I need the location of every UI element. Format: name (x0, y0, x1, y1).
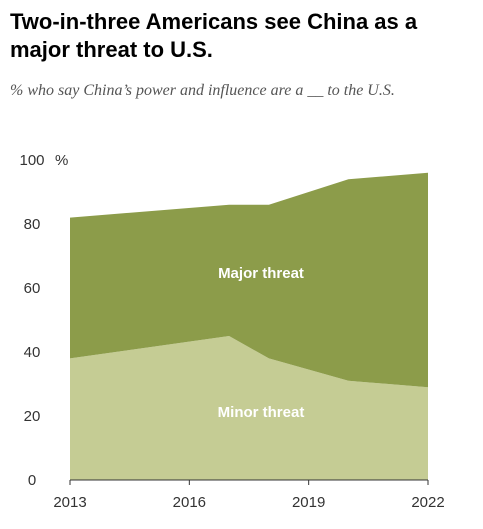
major-threat-area (70, 172, 428, 388)
chart-subtitle: % who say China’s power and influence ar… (10, 82, 395, 99)
chart-title: Two-in-three Americans see China as a ma… (10, 9, 418, 62)
area-labels: Minor threat Major threat (218, 265, 305, 421)
x-tick-label: 2013 (53, 494, 86, 511)
minor-threat-area (70, 336, 428, 480)
x-axis-ticks: 2013 2016 2019 2022 (53, 480, 445, 511)
y-tick-label: 80 (24, 216, 41, 233)
y-unit-label: % (55, 152, 68, 169)
x-tick-label: 2019 (292, 494, 325, 511)
y-tick-label: 0 (28, 472, 36, 489)
y-tick-label: 20 (24, 408, 41, 425)
y-tick-label: 60 (24, 280, 41, 297)
x-tick-label: 2022 (411, 494, 444, 511)
chart-areas (70, 172, 428, 480)
x-tick-label: 2016 (173, 494, 206, 511)
y-axis-ticks: 0 20 40 60 80 100% (19, 152, 68, 489)
minor-threat-label: Minor threat (218, 404, 305, 421)
y-tick-label: 40 (24, 344, 41, 361)
y-tick-label: 100 (19, 152, 44, 169)
major-threat-label: Major threat (218, 265, 304, 282)
